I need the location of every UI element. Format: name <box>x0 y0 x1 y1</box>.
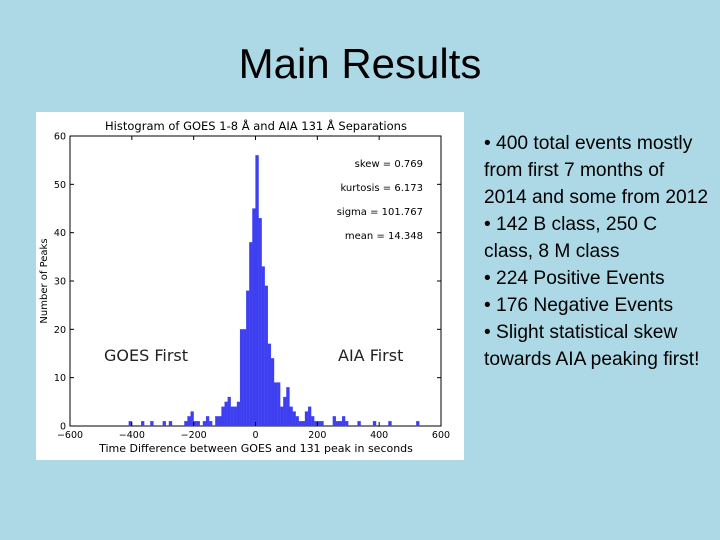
histogram-bar <box>320 421 324 427</box>
histogram-bar <box>332 416 336 427</box>
histogram-bar <box>261 266 265 427</box>
histogram-bar <box>345 421 349 427</box>
histogram-bar <box>224 401 228 427</box>
histogram-bar <box>258 218 262 427</box>
histogram-bar <box>141 421 145 427</box>
results-bullets: • 400 total events mostly from first 7 m… <box>484 130 710 373</box>
x-tick-label: 0 <box>252 430 258 441</box>
axis-ticks: −600 −400 −200 0 200 400 600 0 10 20 30 40 50 60 <box>54 132 450 442</box>
histogram-bar <box>168 421 173 427</box>
y-tick-label: 20 <box>54 325 66 336</box>
histogram-bar <box>162 421 166 427</box>
histogram-bar <box>416 421 420 427</box>
y-tick-label: 0 <box>60 422 66 433</box>
histogram-bar <box>372 421 377 427</box>
histogram-bar <box>388 421 392 427</box>
histogram-bar <box>301 421 306 427</box>
slide-title: Main Results <box>238 40 482 87</box>
x-tick-label: 600 <box>432 430 450 441</box>
stat-label: kurtosis = 6.173 <box>340 183 423 194</box>
histogram-bar <box>218 416 222 427</box>
bullet-item: • 176 Negative Events <box>484 295 674 316</box>
chart-title: Histogram of GOES 1-8 Å and AIA 131 Å Se… <box>105 118 407 133</box>
bullet-item: • Slight statistical skew towards AIA pe… <box>484 322 700 370</box>
histogram-bar <box>267 343 272 427</box>
bullet-item: • 400 total events mostly from first 7 m… <box>484 133 709 208</box>
y-tick-label: 40 <box>54 228 66 239</box>
histogram-bar <box>341 416 346 427</box>
annotation-goes-first: GOES First <box>104 346 188 365</box>
histogram-bar <box>202 421 207 427</box>
histogram-bar <box>255 155 259 427</box>
histogram-svg: Histogram of GOES 1-8 Å and AIA 131 Å Se… <box>39 118 450 455</box>
histogram-bar <box>311 416 315 427</box>
histogram-bar <box>249 242 253 427</box>
x-tick-label: −600 <box>57 430 83 441</box>
histogram-bar <box>292 411 296 427</box>
histogram-bar <box>215 416 219 427</box>
x-tick-label: −400 <box>119 430 145 441</box>
histogram-bar <box>246 290 250 427</box>
histogram-bar <box>233 406 238 427</box>
histogram-bar <box>280 406 284 427</box>
histogram-bar <box>335 421 340 427</box>
x-tick-label: −200 <box>181 430 207 441</box>
histogram-bar <box>221 406 225 427</box>
histogram-bar <box>298 421 302 427</box>
histogram-bar <box>289 406 293 427</box>
y-tick-label: 60 <box>54 132 66 143</box>
x-axis-label: Time Difference between GOES and 131 pea… <box>98 442 413 455</box>
histogram-bar <box>239 329 244 427</box>
histogram-bar <box>304 411 309 427</box>
histogram-bar <box>187 416 191 427</box>
histogram-bar <box>270 358 275 427</box>
histogram-bar <box>295 416 299 427</box>
bullet-item: • 142 B class, 250 C class, 8 M class <box>484 214 658 262</box>
stats-block: skew = 0.769 kurtosis = 6.173 sigma = 101.… <box>337 159 423 242</box>
y-tick-label: 10 <box>54 373 66 384</box>
stat-label: sigma = 101.767 <box>337 207 423 218</box>
histogram-bar <box>243 329 247 427</box>
histogram-bar <box>150 421 154 427</box>
y-tick-label: 30 <box>54 277 66 288</box>
histogram-bar <box>286 387 290 427</box>
histogram-bar <box>209 421 213 427</box>
histogram-bar <box>273 382 278 427</box>
histogram-bar <box>196 421 200 427</box>
histogram-bar <box>277 382 281 427</box>
stat-label: mean = 14.348 <box>345 231 423 242</box>
y-axis-label: Number of Peaks <box>39 238 50 323</box>
histogram-bar <box>227 396 231 427</box>
histogram-bar <box>230 406 234 427</box>
stat-label: skew = 0.769 <box>355 159 423 170</box>
histogram-bar <box>205 416 210 427</box>
bullet-item: • 224 Positive Events <box>484 268 665 289</box>
y-tick-label: 50 <box>54 180 66 191</box>
histogram-bar <box>236 401 241 427</box>
histogram-bar <box>357 421 361 427</box>
x-tick-label: 200 <box>308 430 326 441</box>
histogram-bar <box>338 421 343 427</box>
x-tick-label: 400 <box>370 430 388 441</box>
histogram-bar <box>184 421 188 427</box>
histogram-chart: Histogram of GOES 1-8 Å and AIA 131 Å Se… <box>36 112 464 460</box>
histogram-bar <box>252 208 256 427</box>
histogram-bar <box>264 285 268 427</box>
histogram-bar <box>307 406 312 427</box>
histogram-bar <box>190 411 194 427</box>
histogram-bars <box>128 155 420 427</box>
histogram-bar <box>283 396 287 427</box>
annotation-aia-first: AIA First <box>338 346 403 365</box>
